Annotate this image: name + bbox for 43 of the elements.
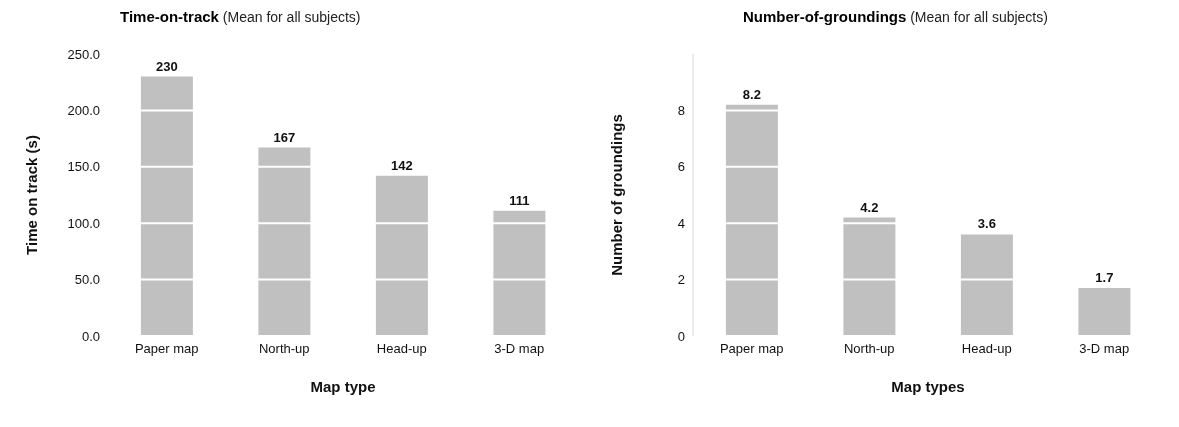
y-axis-title: Time on track (s)	[23, 135, 41, 255]
data-label: 4.2	[860, 199, 879, 215]
data-label: 230	[156, 58, 178, 74]
y-tick-label: 150.0	[67, 159, 100, 175]
x-tick-label: North-up	[258, 341, 310, 357]
x-tick-label: Paper map	[134, 341, 199, 357]
x-tick-label: Paper map	[719, 341, 784, 357]
y-tick-label: 100.0	[67, 215, 100, 231]
bar	[960, 234, 1013, 336]
data-label: 1.7	[1095, 270, 1114, 286]
bar	[375, 175, 428, 336]
x-tick-label: 3-D map	[494, 341, 545, 357]
y-tick-label: 50.0	[74, 272, 100, 288]
bar	[493, 210, 546, 336]
chart-title: Time-on-track	[120, 8, 219, 25]
y-tick-label: 0.0	[81, 328, 100, 344]
x-tick-label: Head-up	[376, 341, 427, 357]
data-label: 142	[391, 157, 413, 173]
y-tick-label: 200.0	[67, 103, 100, 119]
x-tick-label: Head-up	[961, 341, 1012, 357]
y-tick-label: 4	[677, 215, 685, 231]
bar	[1078, 288, 1131, 336]
data-label: 167	[273, 129, 296, 145]
data-label: 8.2	[742, 86, 761, 102]
bar	[140, 76, 193, 336]
bar	[843, 217, 896, 336]
bar	[258, 147, 311, 336]
y-tick-label: 8	[677, 103, 685, 119]
x-axis-title: Map type	[310, 378, 376, 395]
y-tick-label: 0	[677, 328, 685, 344]
x-tick-label: North-up	[843, 341, 895, 357]
y-tick-label: 6	[677, 159, 685, 175]
bar	[725, 104, 778, 336]
y-tick-label: 250.0	[67, 46, 100, 62]
data-label: 3.6	[977, 216, 996, 232]
chart-subtitle: (Mean for all subjects)	[909, 9, 1048, 25]
y-tick-label: 2	[677, 272, 685, 288]
y-axis-title: Number of groundings	[608, 114, 626, 276]
x-tick-label: 3-D map	[1079, 341, 1130, 357]
chart-subtitle: (Mean for all subjects)	[221, 9, 361, 25]
data-label: 111	[509, 192, 530, 208]
chart-title: Number-of-groundings	[743, 8, 907, 25]
x-axis-title: Map types	[891, 378, 965, 395]
